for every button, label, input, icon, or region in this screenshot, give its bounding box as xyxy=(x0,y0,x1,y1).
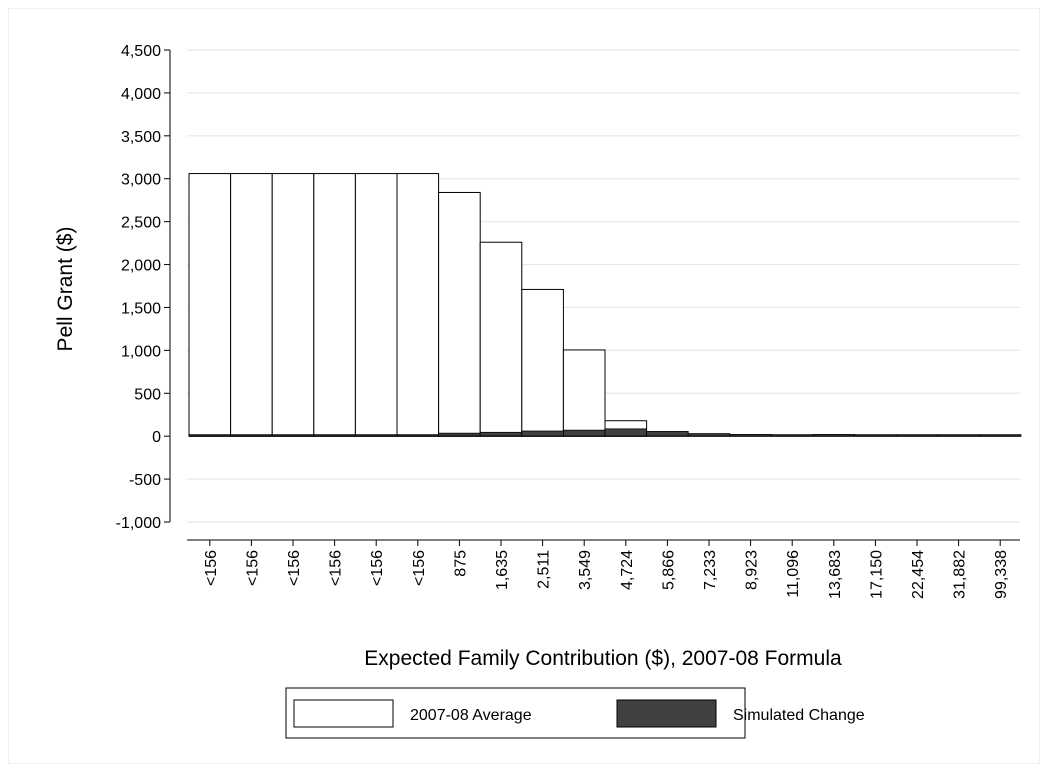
x-tick-label: 11,096 xyxy=(785,550,802,598)
y-tick-label: 0 xyxy=(152,429,161,446)
bar-average xyxy=(354,173,398,437)
y-tick-label: 4,500 xyxy=(121,43,161,60)
bar-average xyxy=(188,173,232,437)
bars xyxy=(188,173,1022,437)
legend-label-average: 2007-08 Average xyxy=(410,707,532,724)
bar-average xyxy=(479,241,523,437)
x-tick-label: <156 xyxy=(369,550,386,586)
y-tick-label: 1,000 xyxy=(121,343,161,360)
y-tick-label: 3,000 xyxy=(121,172,161,189)
chart-frame xyxy=(8,8,1040,764)
bar-average xyxy=(438,191,481,437)
bar-simulated-change xyxy=(646,431,689,437)
x-tick-label: <156 xyxy=(286,550,303,586)
x-axis-title: Expected Family Contribution ($), 2007-0… xyxy=(364,647,842,670)
y-tick-label: 4,000 xyxy=(121,86,161,103)
x-tick-label: 22,454 xyxy=(910,550,927,599)
x-tick-label: <156 xyxy=(328,550,345,586)
x-tick-label: <156 xyxy=(203,550,220,586)
legend-swatch-change xyxy=(616,699,717,728)
legend-label-change: Simulated Change xyxy=(733,707,865,724)
bar-simulated-change xyxy=(604,428,647,437)
bar-simulated-change xyxy=(521,430,564,437)
y-tick-label: -1,000 xyxy=(116,515,161,532)
y-tick-label: 3,500 xyxy=(121,129,161,146)
bar-average xyxy=(562,349,606,437)
y-tick-label: -500 xyxy=(129,472,161,489)
bar-average xyxy=(313,173,356,437)
x-tick-label: <156 xyxy=(411,550,428,586)
x-tick-label: 17,150 xyxy=(868,550,885,599)
bar-average xyxy=(271,173,315,437)
y-axis: -1,000 -500 0 500 1,000 1,500 2,000 2,500 3,000 3… xyxy=(116,43,171,532)
x-tick-label: 875 xyxy=(452,550,469,577)
x-tick-label: 7,233 xyxy=(702,550,719,590)
x-tick-label: 3,549 xyxy=(577,550,594,590)
x-tick-label: 99,338 xyxy=(993,550,1010,599)
x-tick-label: 2,511 xyxy=(536,550,553,589)
bar-average xyxy=(230,173,273,437)
legend-swatch-average xyxy=(293,699,394,728)
bar-average xyxy=(521,288,564,437)
x-tick-label: 13,683 xyxy=(827,550,844,599)
y-axis-title: Pell Grant ($) xyxy=(54,227,77,352)
bar-average xyxy=(396,173,440,437)
x-tick-label: 31,882 xyxy=(952,550,969,599)
x-tick-label: 4,724 xyxy=(619,550,636,590)
bar-simulated-change xyxy=(563,429,606,437)
y-tick-label: 2,000 xyxy=(121,258,161,275)
y-tick-label: 2,500 xyxy=(121,215,161,232)
x-tick-label: 1,635 xyxy=(494,550,511,590)
y-tick-label: 500 xyxy=(134,386,161,403)
legend: 2007-08 Average Simulated Change xyxy=(285,687,865,739)
x-axis: <156 <156 <156 <156 <156 <156 875 1,635 2,511 3,5… xyxy=(187,539,1020,599)
x-tick-label: 8,923 xyxy=(744,550,761,590)
y-tick-label: 1,500 xyxy=(121,300,161,317)
x-tick-label: <156 xyxy=(244,550,261,586)
x-tick-label: 5,866 xyxy=(660,550,677,590)
